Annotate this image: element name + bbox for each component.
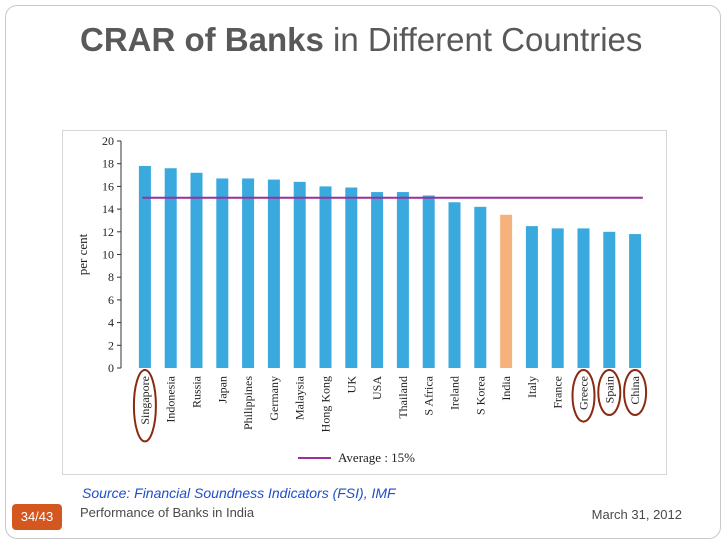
x-tick-label: Malaysia (293, 375, 307, 420)
bar-philippines (242, 178, 255, 368)
x-tick-label: USA (370, 376, 384, 400)
x-tick-label: Greece (577, 376, 591, 410)
y-tick-label: 14 (102, 202, 114, 216)
bar-spain (603, 231, 616, 368)
x-tick-label: Russia (190, 375, 204, 408)
x-tick-label: Germany (267, 376, 281, 421)
source-note: Source: Financial Soundness Indicators (… (82, 485, 396, 501)
bar-s-africa (422, 195, 435, 368)
legend-label: Average : 15% (338, 450, 415, 465)
x-tick-label: Hong Kong (319, 376, 333, 432)
bar-usa (371, 192, 384, 368)
bar-japan (216, 178, 229, 368)
x-tick-label: Ireland (448, 376, 462, 410)
bar-india (500, 214, 513, 368)
x-tick-label: S Korea (473, 375, 487, 415)
circle-highlight (132, 369, 157, 443)
bar-chart: 0 2 4 6 8 10 12 14 16 18 20 per cent Singapore Indone… (75, 134, 648, 465)
x-tick-label: China (628, 375, 642, 404)
title-bold: CRAR of Banks (80, 21, 324, 58)
bar-s-korea (474, 206, 487, 368)
y-tick-label: 18 (102, 157, 114, 171)
y-tick-label: 8 (108, 270, 114, 284)
y-tick-label: 0 (108, 361, 114, 375)
footer-title: Performance of Banks in India (80, 505, 255, 520)
bar-russia (190, 172, 203, 368)
circle-highlight (597, 369, 622, 416)
x-tick-label: Philippines (241, 376, 255, 430)
y-tick-label: 6 (108, 293, 114, 307)
x-tick-label: Japan (215, 376, 229, 403)
x-tick-label: Indonesia (164, 375, 178, 422)
x-tick-label: France (551, 376, 565, 409)
bar-greece (577, 228, 590, 368)
footer-date: March 31, 2012 (591, 507, 682, 522)
x-tick-label: S Africa (422, 375, 436, 415)
slide-frame (5, 5, 721, 539)
x-tick-label: India (499, 375, 513, 400)
bar-germany (267, 179, 280, 368)
y-axis-label: per cent (75, 233, 90, 275)
bar-ireland (448, 202, 461, 368)
chart-container: 0 2 4 6 8 10 12 14 16 18 20 per cent Singapore Indone… (62, 130, 667, 475)
x-tick-label: Thailand (396, 376, 410, 419)
bar-france (551, 228, 564, 368)
page-number-badge: 34/43 (12, 504, 62, 530)
slide-title: CRAR of Banks in Different Countries (80, 20, 680, 60)
x-tick-label: Spain (602, 376, 616, 403)
bar-thailand (396, 192, 409, 368)
x-tick-label: UK (344, 376, 358, 394)
y-tick-label: 16 (102, 179, 114, 193)
y-tick-label: 2 (108, 338, 114, 352)
bar-italy (525, 226, 538, 368)
y-tick-label: 20 (102, 134, 114, 148)
bar-china (629, 234, 642, 368)
circle-highlight (571, 368, 596, 423)
circle-highlight (623, 369, 648, 416)
bar-hong-kong (319, 186, 332, 368)
bar-singapore (138, 165, 151, 368)
bar-uk (345, 187, 358, 368)
bar-indonesia (164, 168, 177, 368)
title-rest: in Different Countries (323, 21, 643, 58)
y-tick-label: 10 (102, 248, 114, 262)
y-tick-label: 4 (108, 316, 114, 330)
y-tick-label: 12 (102, 225, 114, 239)
x-tick-label: Singapore (138, 376, 152, 425)
bar-malaysia (293, 181, 306, 368)
x-tick-label: Italy (525, 376, 539, 398)
